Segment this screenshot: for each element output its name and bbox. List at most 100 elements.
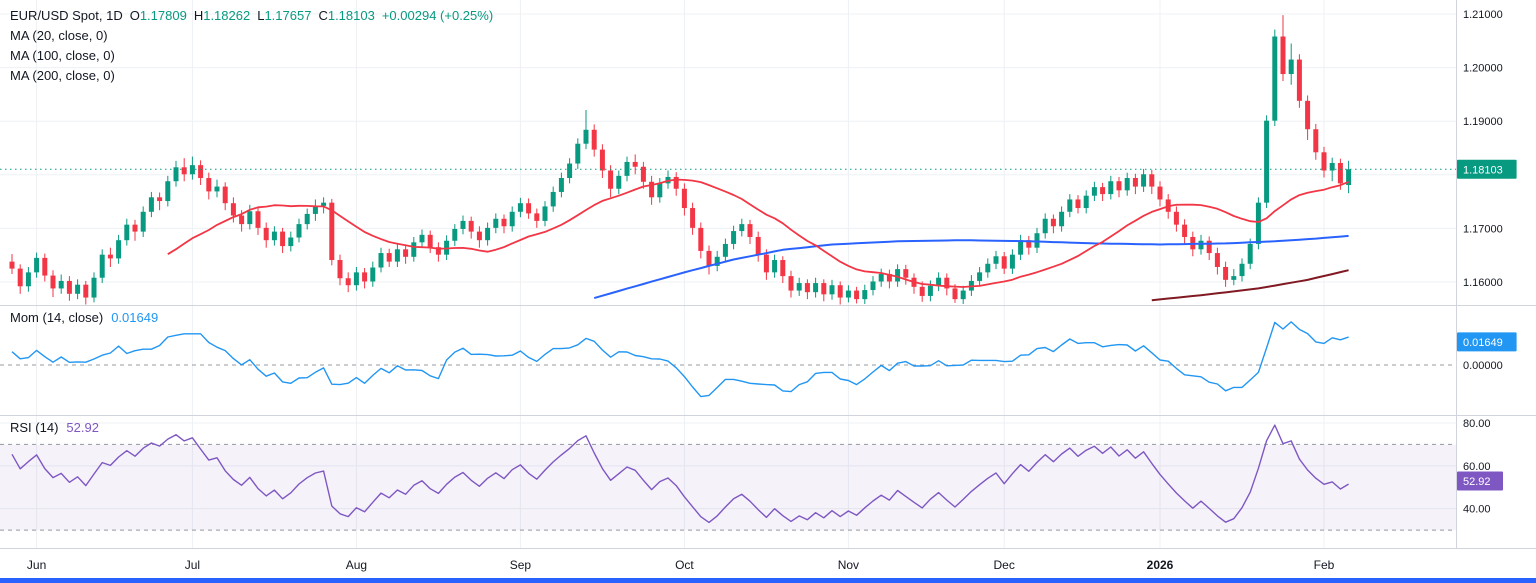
candle-body xyxy=(403,249,409,257)
candle-body xyxy=(288,237,294,247)
symbol-row[interactable]: EUR/USD Spot, 1D O1.17809 H1.18262 L1.17… xyxy=(10,5,493,25)
candle-body xyxy=(517,203,523,212)
candle-body xyxy=(927,285,933,296)
candle-body xyxy=(960,290,966,300)
candle-body xyxy=(599,149,605,171)
candle-body xyxy=(977,272,983,281)
candle-body xyxy=(1296,59,1302,101)
candle-body xyxy=(25,272,31,287)
candle-body xyxy=(558,178,564,192)
candle-body xyxy=(386,253,392,262)
change-value: +0.00294 (+0.25%) xyxy=(381,7,494,23)
candle-body xyxy=(870,281,876,291)
candle-body xyxy=(189,165,195,175)
ma20-legend[interactable]: MA (20, close, 0) xyxy=(10,25,493,45)
candle-body xyxy=(214,186,220,192)
candle-body xyxy=(755,236,761,255)
candle-body xyxy=(34,257,40,273)
candle-body xyxy=(1280,36,1286,75)
candle-body xyxy=(50,275,56,289)
close-value: C1.18103 xyxy=(318,8,374,23)
candle-body xyxy=(411,242,417,257)
momentum-line xyxy=(11,321,1349,398)
candle-body xyxy=(657,183,663,198)
candle-body xyxy=(903,269,909,278)
candle-body xyxy=(321,202,327,206)
candle-body xyxy=(985,263,991,273)
candle-body xyxy=(1239,263,1245,277)
candle-body xyxy=(476,231,482,241)
candle-body xyxy=(1337,163,1343,184)
rsi-label: RSI (14) xyxy=(10,420,59,435)
candle-body xyxy=(263,227,269,241)
candle-body xyxy=(1059,211,1065,227)
candle-body xyxy=(829,285,835,295)
candle-body xyxy=(148,197,154,212)
candle-body xyxy=(1272,36,1278,121)
candle-body xyxy=(952,288,958,300)
time-axis-label: Feb xyxy=(1314,558,1335,572)
candle-body xyxy=(1141,174,1147,187)
candle-body xyxy=(632,161,638,167)
candle-body xyxy=(526,203,532,214)
candle-body xyxy=(239,215,245,225)
candle-body xyxy=(337,260,343,279)
candle-body xyxy=(993,256,999,264)
bottom-accent-bar xyxy=(0,578,1536,583)
momentum-label: Mom (14, close) xyxy=(10,310,104,325)
low-label: L xyxy=(257,7,265,23)
candle-body xyxy=(66,280,72,294)
candle-body xyxy=(1329,163,1335,171)
last-price-badge-text: 1.18103 xyxy=(1463,164,1503,176)
candle-body xyxy=(722,243,728,257)
low-number: 1.17657 xyxy=(264,7,312,23)
candle-body xyxy=(1018,240,1024,255)
open-number: 1.17809 xyxy=(139,7,187,23)
candle-body xyxy=(378,253,384,268)
candle-body xyxy=(1305,100,1311,130)
candle-body xyxy=(1050,218,1056,227)
ma100-label: MA (100, close, 0) xyxy=(10,47,115,63)
time-axis-label: Aug xyxy=(346,558,367,572)
last-price-badge xyxy=(1457,159,1517,179)
candle-body xyxy=(1108,181,1114,195)
candle-body xyxy=(1321,152,1327,171)
open-label: O xyxy=(129,7,140,23)
candle-body xyxy=(1026,240,1032,248)
candle-body xyxy=(1214,253,1220,267)
candle-body xyxy=(83,284,89,298)
time-axis-label: Dec xyxy=(994,558,1015,572)
momentum-badge xyxy=(1457,332,1517,352)
candle-body xyxy=(575,143,581,164)
candle-body xyxy=(1346,169,1352,186)
candle-body xyxy=(591,129,597,150)
candle-body xyxy=(944,277,950,289)
candle-body xyxy=(550,191,556,207)
candle-body xyxy=(624,161,630,176)
candle-body xyxy=(1206,240,1212,254)
candle-body xyxy=(124,224,130,241)
price-tick-label: 1.21000 xyxy=(1463,9,1503,21)
ma100-legend[interactable]: MA (100, close, 0) xyxy=(10,45,493,65)
candle-body xyxy=(534,213,540,221)
candle-body xyxy=(878,273,884,282)
time-axis-label: Oct xyxy=(675,558,694,572)
rsi-badge xyxy=(1457,471,1503,491)
ma200-legend[interactable]: MA (200, close, 0) xyxy=(10,65,493,85)
symbol-title: EUR/USD Spot, 1D xyxy=(10,7,123,23)
candle-body xyxy=(690,208,696,228)
candle-body xyxy=(1198,240,1204,250)
candle-body xyxy=(1247,243,1253,264)
candle-body xyxy=(116,240,122,259)
time-axis-label: Jun xyxy=(27,558,46,572)
momentum-layer xyxy=(11,321,1349,398)
momentum-badge-text: 0.01649 xyxy=(1463,337,1503,349)
candle-body xyxy=(501,218,507,227)
low-value: L1.17657 xyxy=(257,8,311,23)
candle-body xyxy=(353,272,359,286)
candle-body xyxy=(567,163,573,179)
rsi-panel-legend[interactable]: RSI (14) 52.92 xyxy=(10,420,99,435)
momentum-panel-legend[interactable]: Mom (14, close) 0.01649 xyxy=(10,310,158,325)
candle-body xyxy=(468,220,474,232)
